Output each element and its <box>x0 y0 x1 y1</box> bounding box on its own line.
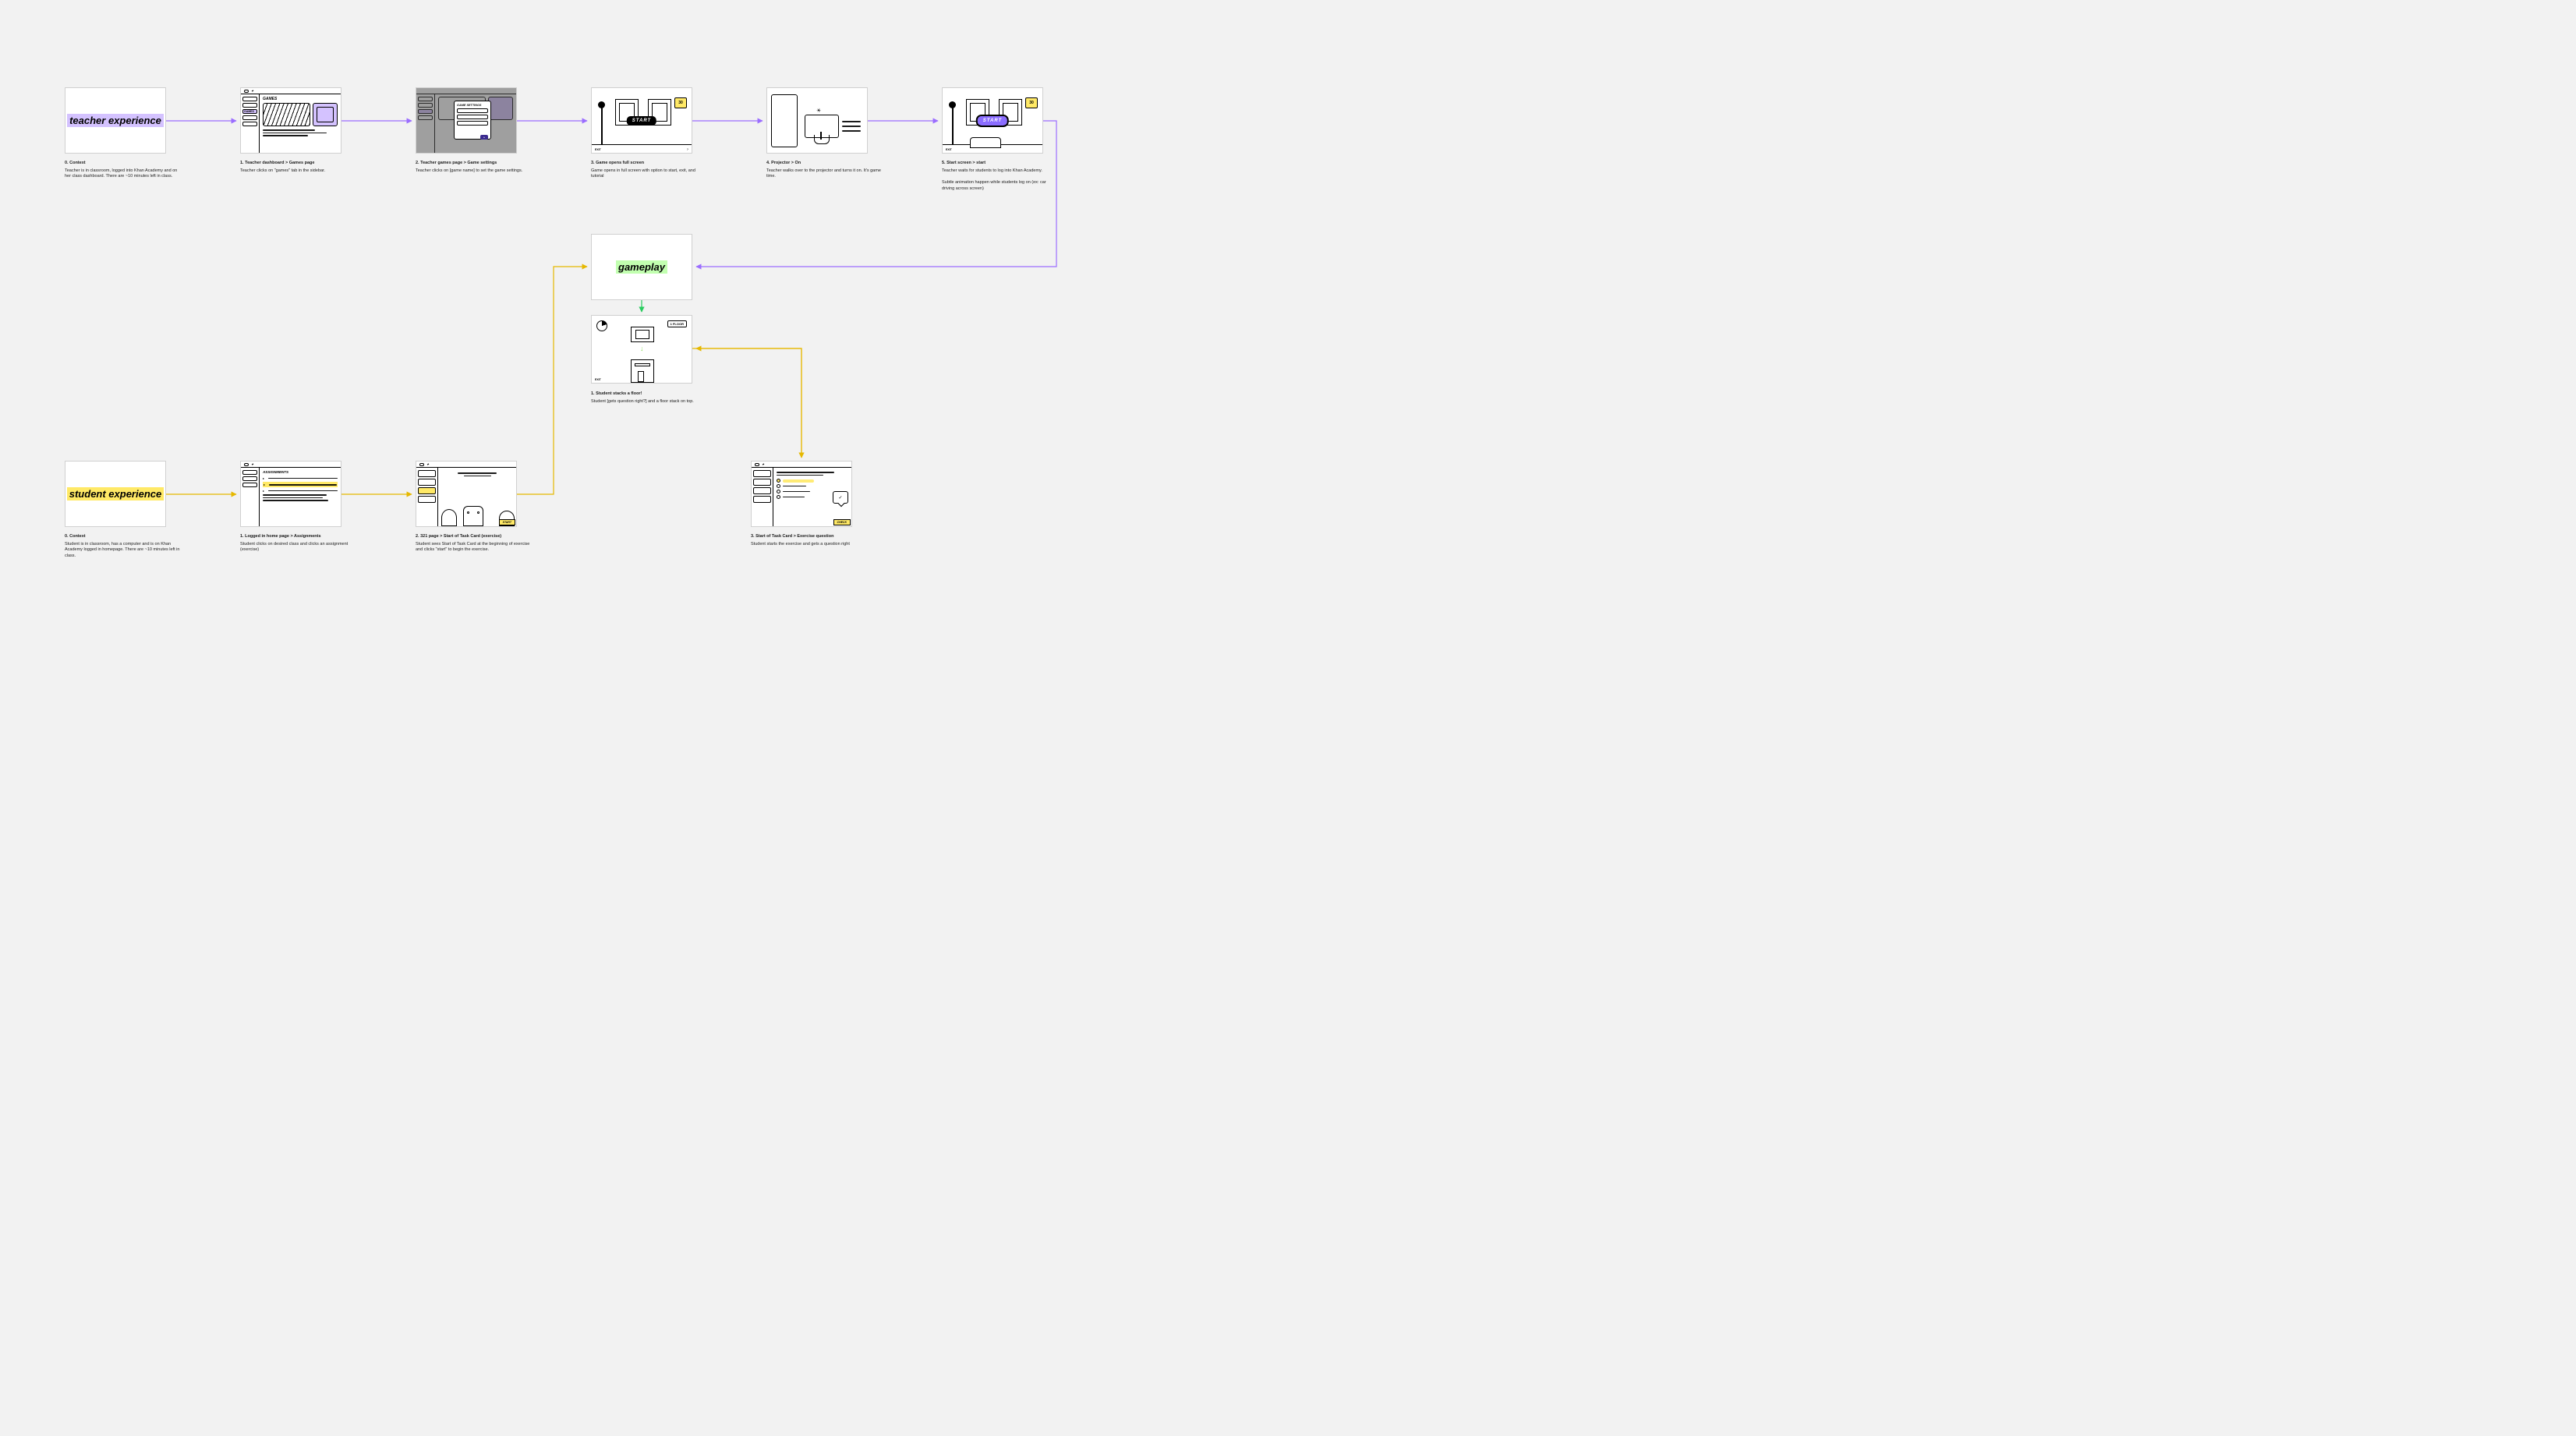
floor-badge: 1 FLOOR <box>667 320 687 327</box>
teacher-title-card: teacher experience <box>65 87 166 154</box>
assignment-row-active[interactable]: ▸ <box>263 482 338 487</box>
teacher-title: teacher experience <box>67 115 164 126</box>
frame-t1: ✦ GAMES GAMES <box>240 87 341 154</box>
exit-label[interactable]: EXIT <box>595 148 601 151</box>
score-sign: 30 <box>1025 97 1038 108</box>
frame-t5: 30 START EXIT <box>942 87 1043 154</box>
caption-g1: 1. Student stacks a floor!Student [gets … <box>591 391 708 405</box>
caption-s3: 3. Start of Task Card > Exercise questio… <box>751 534 868 547</box>
student-title-card: student experience <box>65 461 166 527</box>
gameplay-title-card: gameplay <box>591 234 692 300</box>
score-sign: 30 <box>674 97 687 108</box>
games-heading: GAMES <box>263 97 338 101</box>
frame-s3: ✦ ✓ <box>751 461 852 527</box>
sidebar-item-active[interactable] <box>418 487 436 494</box>
frame-t2: GAME SETTINGS ▸ <box>416 87 517 154</box>
caption-t1: 1. Teacher dashboard > Games pageTeacher… <box>240 161 357 174</box>
gameplay-title: gameplay <box>616 261 667 273</box>
frame-g1: 1 FLOOR ↓ EXIT <box>591 315 692 384</box>
caption-t2: 2. Teacher games page > Game settingsTea… <box>416 161 533 174</box>
frame-s2: ✦ START <box>416 461 517 527</box>
frame-t3: 30 START EXIT ? <box>591 87 692 154</box>
caption-s2: 2. 321 page > Start of Task Card (exerci… <box>416 534 533 554</box>
caption-t0: 0. ContextTeacher is in classroom, logge… <box>65 161 182 180</box>
exit-label[interactable]: EXIT <box>946 148 952 151</box>
start-button[interactable]: START <box>627 116 656 126</box>
exit-label[interactable]: EXIT <box>595 378 601 381</box>
caption-s0: 0. ContextStudent is in classroom, has a… <box>65 534 182 560</box>
pie-icon <box>596 320 607 331</box>
caption-t4: 4. Projector > OnTeacher walks over to t… <box>766 161 883 180</box>
settings-modal[interactable]: GAME SETTINGS ▸ <box>454 101 491 140</box>
games-tab[interactable]: GAMES <box>242 109 257 114</box>
start-task-button[interactable]: START <box>499 519 515 525</box>
student-title: student experience <box>67 488 165 500</box>
frame-t4: ☀ <box>766 87 868 154</box>
start-button-active[interactable]: START <box>978 116 1007 126</box>
caption-t5: 5. Start screen > startTeacher waits for… <box>942 161 1059 192</box>
caption-t3: 3. Game opens full screenGame opens in f… <box>591 161 708 180</box>
frame-s1: ✦ ASSIGNMENTS ▸ ▸ ▸ <box>240 461 341 527</box>
caption-s1: 1. Logged in home page > AssignmentsStud… <box>240 534 357 554</box>
assignments-heading: ASSIGNMENTS <box>263 470 338 474</box>
check-button[interactable]: CHECK <box>833 519 851 525</box>
flowchart-canvas: teacher experience 0. ContextTeacher is … <box>0 0 1136 616</box>
